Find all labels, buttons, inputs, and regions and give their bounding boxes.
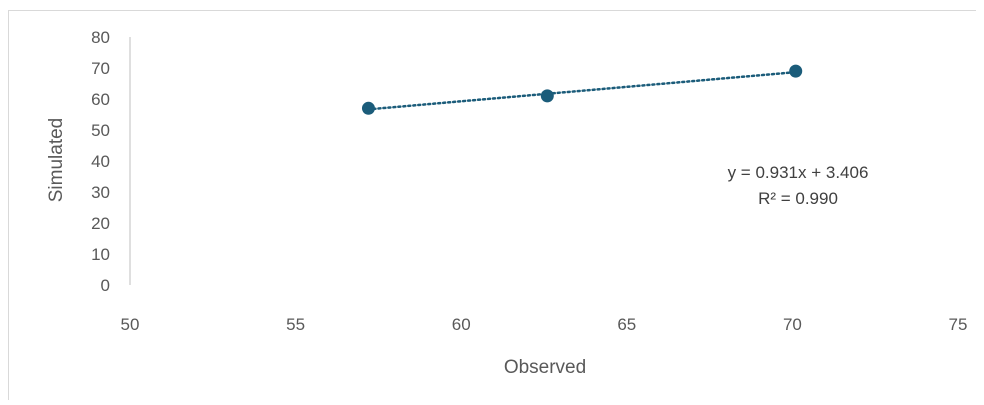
y-tick-label: 10: [91, 245, 110, 264]
y-tick-label: 60: [91, 90, 110, 109]
y-tick-label: 80: [91, 28, 110, 47]
data-point: [361, 101, 375, 115]
x-tick-label: 70: [783, 315, 802, 334]
data-point: [789, 64, 803, 78]
y-axis-title: Simulated: [46, 118, 67, 203]
y-tick-label: 40: [91, 152, 110, 171]
y-tick-label: 20: [91, 214, 110, 233]
trendline: [367, 70, 797, 111]
trendline-equation: y = 0.931x + 3.406: [728, 163, 869, 182]
x-tick-label: 65: [617, 315, 636, 334]
y-tick-label: 30: [91, 183, 110, 202]
data-point: [540, 89, 554, 103]
y-tick-label: 70: [91, 59, 110, 78]
x-tick-label: 55: [286, 315, 305, 334]
x-axis-title: Observed: [504, 357, 586, 378]
trendline-r-squared: R² = 0.990: [758, 189, 838, 208]
x-tick-label: 60: [452, 315, 471, 334]
chart-frame: [8, 10, 976, 400]
x-tick-label: 50: [121, 315, 140, 334]
x-tick-label: 75: [949, 315, 968, 334]
y-tick-label: 50: [91, 121, 110, 140]
y-tick-label: 0: [101, 276, 110, 295]
